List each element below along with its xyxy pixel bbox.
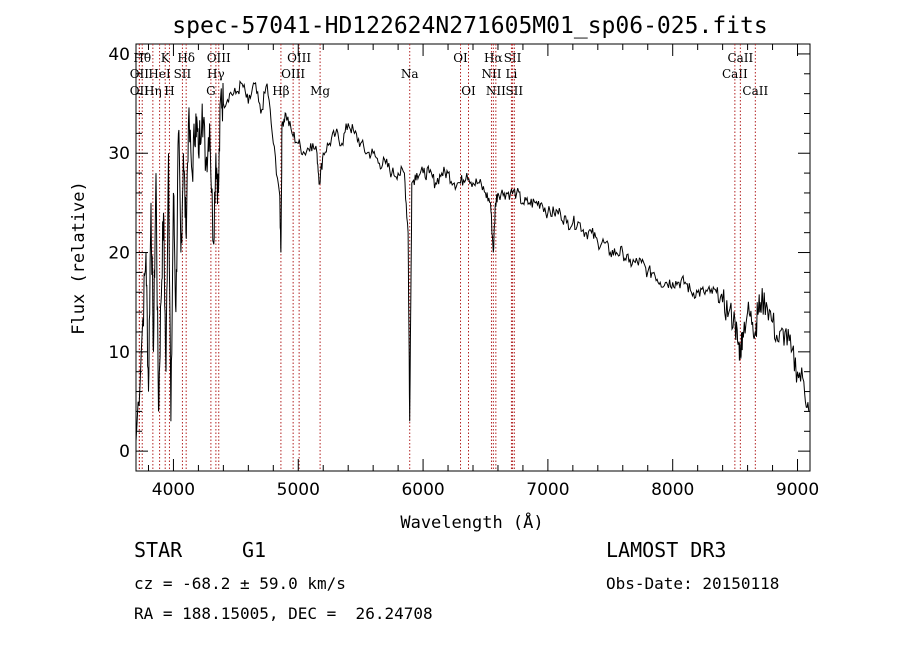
- line-marker-label: OIII: [207, 51, 231, 65]
- y-tick-label: 0: [119, 442, 130, 462]
- line-marker-label: Mg: [310, 84, 330, 98]
- x-tick-label: 5000: [277, 480, 320, 500]
- line-marker-label: Hβ: [272, 84, 289, 98]
- line-marker-label: K: [161, 51, 171, 65]
- y-axis-label: Flux (relative): [69, 181, 89, 335]
- line-marker-label: G: [206, 84, 216, 98]
- line-marker-label: Li: [506, 67, 518, 81]
- line-marker-label: Hα: [484, 51, 503, 65]
- observation-date: Obs-Date: 20150118: [606, 574, 780, 593]
- x-tick-label: 9000: [776, 480, 819, 500]
- survey-name: LAMOST DR3: [606, 538, 727, 562]
- coordinates-readout: RA = 188.15005, DEC = 26.24708: [134, 604, 433, 623]
- y-tick-label: 20: [108, 244, 130, 264]
- spectrum-series-line: [135, 80, 810, 442]
- x-tick-label: 4000: [152, 480, 195, 500]
- line-marker-label: Na: [401, 67, 419, 81]
- spectral-line-markers: HθOIIOIIHηHeIKHSIIHδGHγOIIIHβOIIIOIIIMgN…: [130, 44, 768, 471]
- axis-ticks: 4000 5000 6000 7000 8000 9000 0 10 20 30 40: [108, 44, 819, 500]
- x-tick-label: 6000: [401, 480, 444, 500]
- line-marker-label: SII: [505, 84, 523, 98]
- y-tick-label: 30: [108, 144, 130, 164]
- line-marker-label: OIII: [281, 67, 305, 81]
- x-tick-label: 7000: [526, 480, 569, 500]
- line-marker-label: OII: [130, 84, 150, 98]
- line-marker-label: CaII: [742, 84, 768, 98]
- object-class: STAR: [134, 538, 183, 562]
- plot-frame: [135, 43, 811, 472]
- line-marker-label: OI: [453, 51, 468, 65]
- line-marker-label: Hδ: [177, 51, 195, 65]
- y-tick-label: 40: [108, 45, 130, 65]
- line-marker-label: HeI: [148, 67, 171, 81]
- x-tick-label: 8000: [651, 480, 694, 500]
- chart-title: spec-57041-HD122624N271605M01_sp06-025.f…: [172, 13, 767, 39]
- line-marker-label: Hθ: [133, 51, 151, 65]
- x-axis-label: Wavelength (Å): [400, 511, 543, 533]
- line-marker-label: CaII: [727, 51, 753, 65]
- line-marker-label: NII: [481, 67, 501, 81]
- object-subclass: G1: [242, 538, 267, 562]
- line-marker-label: OI: [461, 84, 476, 98]
- line-marker-label: H: [164, 84, 174, 98]
- line-marker-label: NII: [486, 84, 506, 98]
- y-tick-label: 10: [108, 343, 130, 363]
- line-marker-label: CaII: [722, 67, 748, 81]
- line-marker-label: SII: [504, 51, 522, 65]
- line-marker-label: Hη: [144, 84, 162, 98]
- line-marker-label: OIII: [287, 51, 311, 65]
- redshift-readout: cz = -68.2 ± 59.0 km/s: [134, 574, 346, 593]
- line-marker-label: SII: [174, 67, 192, 81]
- line-marker-label: Hγ: [207, 67, 225, 81]
